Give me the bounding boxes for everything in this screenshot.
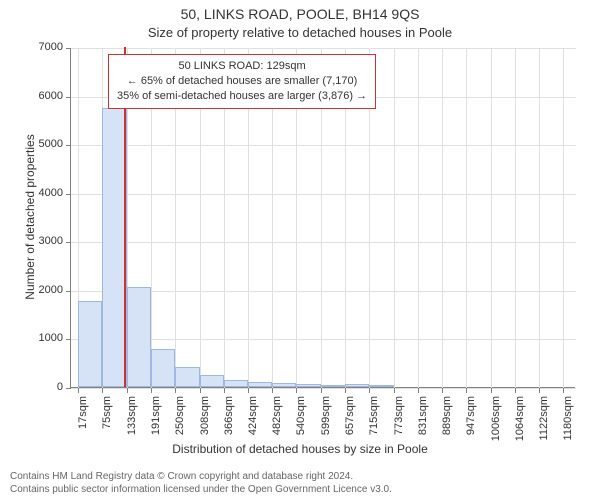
histogram-bar [200, 375, 224, 387]
ytick-label: 7000 [25, 41, 63, 53]
xtick-mark [442, 388, 443, 393]
credits: Contains HM Land Registry data © Crown c… [10, 470, 392, 496]
xtick-label: 250sqm [174, 396, 186, 446]
xtick-mark [296, 388, 297, 393]
xtick-label: 133sqm [126, 396, 138, 446]
histogram-bar [369, 385, 393, 387]
xtick-label: 17sqm [77, 396, 89, 446]
gridline-v [539, 48, 540, 388]
ytick-mark [66, 97, 71, 98]
xtick-mark [127, 388, 128, 393]
xtick-label: 599sqm [320, 396, 332, 446]
ytick-label: 0 [25, 381, 63, 393]
xtick-mark [563, 388, 564, 393]
xtick-mark [102, 388, 103, 393]
chart-container: 50, LINKS ROAD, POOLE, BH14 9QS Size of … [0, 0, 600, 500]
xtick-mark [151, 388, 152, 393]
xtick-label: 1180sqm [562, 396, 574, 446]
xtick-mark [394, 388, 395, 393]
xtick-label: 1006sqm [490, 396, 502, 446]
xtick-mark [491, 388, 492, 393]
ytick-label: 2000 [25, 284, 63, 296]
ytick-label: 3000 [25, 235, 63, 247]
xtick-mark [321, 388, 322, 393]
histogram-bar [345, 384, 369, 387]
gridline-h [71, 242, 576, 243]
gridline-h [71, 388, 576, 389]
xtick-label: 482sqm [271, 396, 283, 446]
xtick-label: 308sqm [199, 396, 211, 446]
histogram-bar [296, 384, 320, 387]
xtick-mark [200, 388, 201, 393]
xtick-label: 773sqm [393, 396, 405, 446]
xtick-mark [466, 388, 467, 393]
gridline-v [515, 48, 516, 388]
xtick-label: 75sqm [101, 396, 113, 446]
ytick-mark [66, 339, 71, 340]
xtick-mark [515, 388, 516, 393]
xtick-mark [345, 388, 346, 393]
xtick-label: 831sqm [417, 396, 429, 446]
xtick-label: 191sqm [150, 396, 162, 446]
xtick-label: 540sqm [295, 396, 307, 446]
xtick-label: 424sqm [247, 396, 259, 446]
page-subtitle: Size of property relative to detached ho… [0, 25, 600, 40]
ytick-mark [66, 194, 71, 195]
gridline-v [442, 48, 443, 388]
xtick-mark [78, 388, 79, 393]
histogram-bar [248, 382, 272, 387]
xtick-mark [418, 388, 419, 393]
gridline-v [418, 48, 419, 388]
annotation-box: 50 LINKS ROAD: 129sqm ← 65% of detached … [108, 54, 376, 109]
ytick-mark [66, 291, 71, 292]
gridline-h [71, 48, 576, 49]
histogram-bar [151, 349, 175, 387]
ytick-mark [66, 145, 71, 146]
histogram-bar [321, 385, 345, 387]
xtick-label: 1122sqm [538, 396, 550, 446]
xtick-mark [248, 388, 249, 393]
gridline-v [563, 48, 564, 388]
histogram-bar [224, 380, 248, 387]
gridline-h [71, 194, 576, 195]
xtick-label: 947sqm [465, 396, 477, 446]
xtick-mark [224, 388, 225, 393]
xtick-mark [175, 388, 176, 393]
xtick-mark [369, 388, 370, 393]
histogram-bar [78, 301, 102, 387]
xtick-label: 715sqm [368, 396, 380, 446]
ytick-mark [66, 48, 71, 49]
histogram-bar [127, 287, 151, 387]
ytick-mark [66, 388, 71, 389]
gridline-h [71, 145, 576, 146]
ytick-label: 1000 [25, 332, 63, 344]
xtick-label: 657sqm [344, 396, 356, 446]
histogram-bar [175, 367, 199, 387]
ytick-label: 6000 [25, 90, 63, 102]
xtick-label: 1064sqm [514, 396, 526, 446]
ytick-label: 5000 [25, 138, 63, 150]
xtick-mark [539, 388, 540, 393]
ytick-mark [66, 242, 71, 243]
gridline-v [466, 48, 467, 388]
annotation-line1: 50 LINKS ROAD: 129sqm [117, 59, 367, 74]
page-title: 50, LINKS ROAD, POOLE, BH14 9QS [0, 6, 600, 22]
gridline-v [394, 48, 395, 388]
annotation-line2: ← 65% of detached houses are smaller (7,… [117, 74, 367, 89]
annotation-line3: 35% of semi-detached houses are larger (… [117, 89, 367, 104]
xtick-label: 889sqm [441, 396, 453, 446]
xtick-mark [272, 388, 273, 393]
gridline-v [491, 48, 492, 388]
ytick-label: 4000 [25, 187, 63, 199]
xtick-label: 366sqm [223, 396, 235, 446]
credits-line2: Contains public sector information licen… [10, 483, 392, 496]
histogram-bar [272, 383, 296, 387]
credits-line1: Contains HM Land Registry data © Crown c… [10, 470, 392, 483]
